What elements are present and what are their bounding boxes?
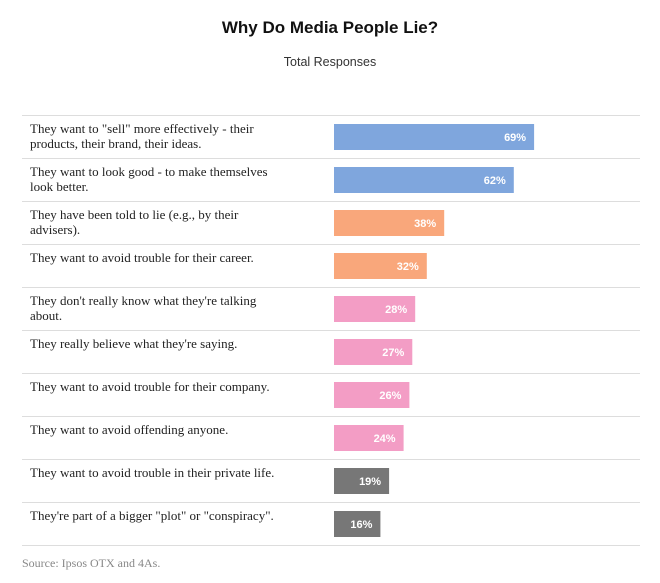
category-label: They really believe what they're saying.	[30, 336, 237, 351]
category-label: They're part of a bigger "plot" or "cons…	[30, 508, 274, 523]
bar-value-label: 16%	[350, 519, 372, 531]
bar-value-label: 32%	[397, 261, 419, 273]
bar-value-label: 27%	[382, 347, 404, 359]
category-label: They want to avoid trouble in their priv…	[30, 465, 274, 480]
bar-value-label: 24%	[374, 433, 396, 445]
bar-value-label: 19%	[359, 476, 381, 488]
category-label: They don't really know what they're talk…	[30, 293, 257, 323]
bar	[334, 511, 381, 537]
bar	[334, 468, 390, 494]
bar-value-label: 38%	[414, 218, 436, 230]
bar-value-label: 62%	[484, 175, 506, 187]
bar	[334, 425, 404, 451]
bar-value-label: 69%	[504, 132, 526, 144]
bar-value-label: 26%	[379, 390, 401, 402]
bar	[334, 124, 535, 150]
chart-subtitle: Total Responses	[283, 55, 377, 69]
bar	[334, 210, 445, 236]
bar	[334, 296, 416, 322]
category-label: They want to avoid offending anyone.	[30, 422, 228, 437]
category-label: They want to avoid trouble for their car…	[30, 250, 254, 265]
bar	[334, 253, 427, 279]
category-label: They want to look good - to make themsel…	[30, 164, 268, 194]
bar	[334, 339, 413, 365]
bar	[334, 167, 514, 193]
chart-source: Source: Ipsos OTX and 4As.	[22, 556, 161, 570]
category-label: They want to "sell" more effectively - t…	[30, 121, 254, 151]
category-label: They have been told to lie (e.g., by the…	[30, 207, 239, 237]
bar-value-label: 28%	[385, 304, 407, 316]
category-label: They want to avoid trouble for their com…	[30, 379, 270, 394]
bar	[334, 382, 410, 408]
chart-title: Why Do Media People Lie?	[221, 18, 439, 37]
